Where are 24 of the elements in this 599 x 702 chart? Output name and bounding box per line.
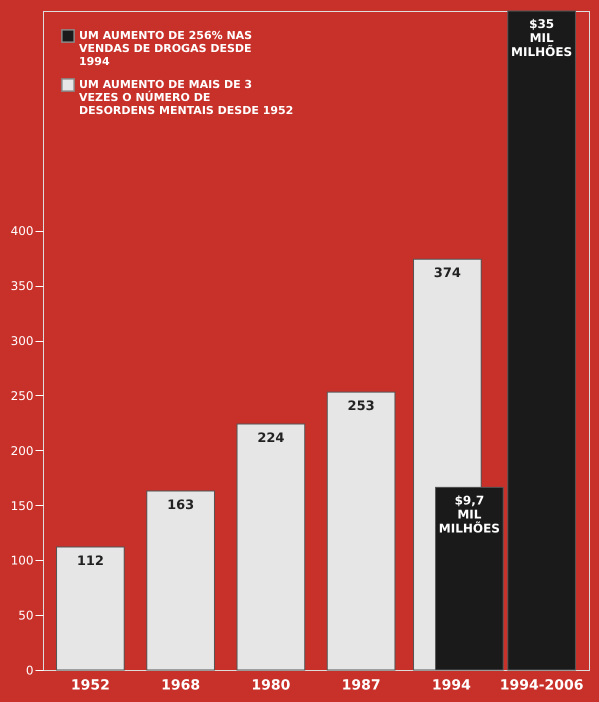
y-tick-label: 300	[10, 334, 34, 348]
x-tick-label: 1987	[342, 678, 381, 694]
data-label: 163	[167, 498, 194, 513]
y-tick-label: 250	[10, 388, 34, 403]
y-tick-label: 50	[18, 608, 34, 623]
x-tick-label: 1994	[432, 678, 472, 694]
legend-label: UM AUMENTO DE MAIS DE 3 VEZES O NÚMERO DE DESORDENS MENTAIS DESDE 1952	[79, 78, 294, 117]
data-label: 253	[348, 399, 375, 414]
x-tick-label: 1952	[70, 678, 110, 694]
data-label: $9,7 MIL MILHÕES	[438, 493, 500, 536]
legend-label: UM AUMENTO DE 256% NAS VENDAS DE DROGAS DESDE 1994	[79, 29, 252, 68]
y-tick-label: 200	[10, 444, 34, 458]
data-label: $35 MIL MILHÕES	[511, 17, 572, 59]
x-tick-label: 1980	[251, 678, 291, 694]
x-tick-label: 1994-2006	[500, 678, 584, 694]
x-tick-label: 1968	[161, 678, 200, 694]
y-tick-label: 150	[10, 498, 34, 513]
data-label: 374	[434, 266, 461, 282]
y-tick-label: 350	[10, 279, 34, 294]
y-tick-label: 400	[10, 224, 34, 238]
y-tick-label: 0	[26, 664, 34, 678]
data-label: 112	[76, 554, 104, 569]
data-label: 224	[257, 430, 284, 446]
y-tick-label: 100	[10, 554, 34, 568]
